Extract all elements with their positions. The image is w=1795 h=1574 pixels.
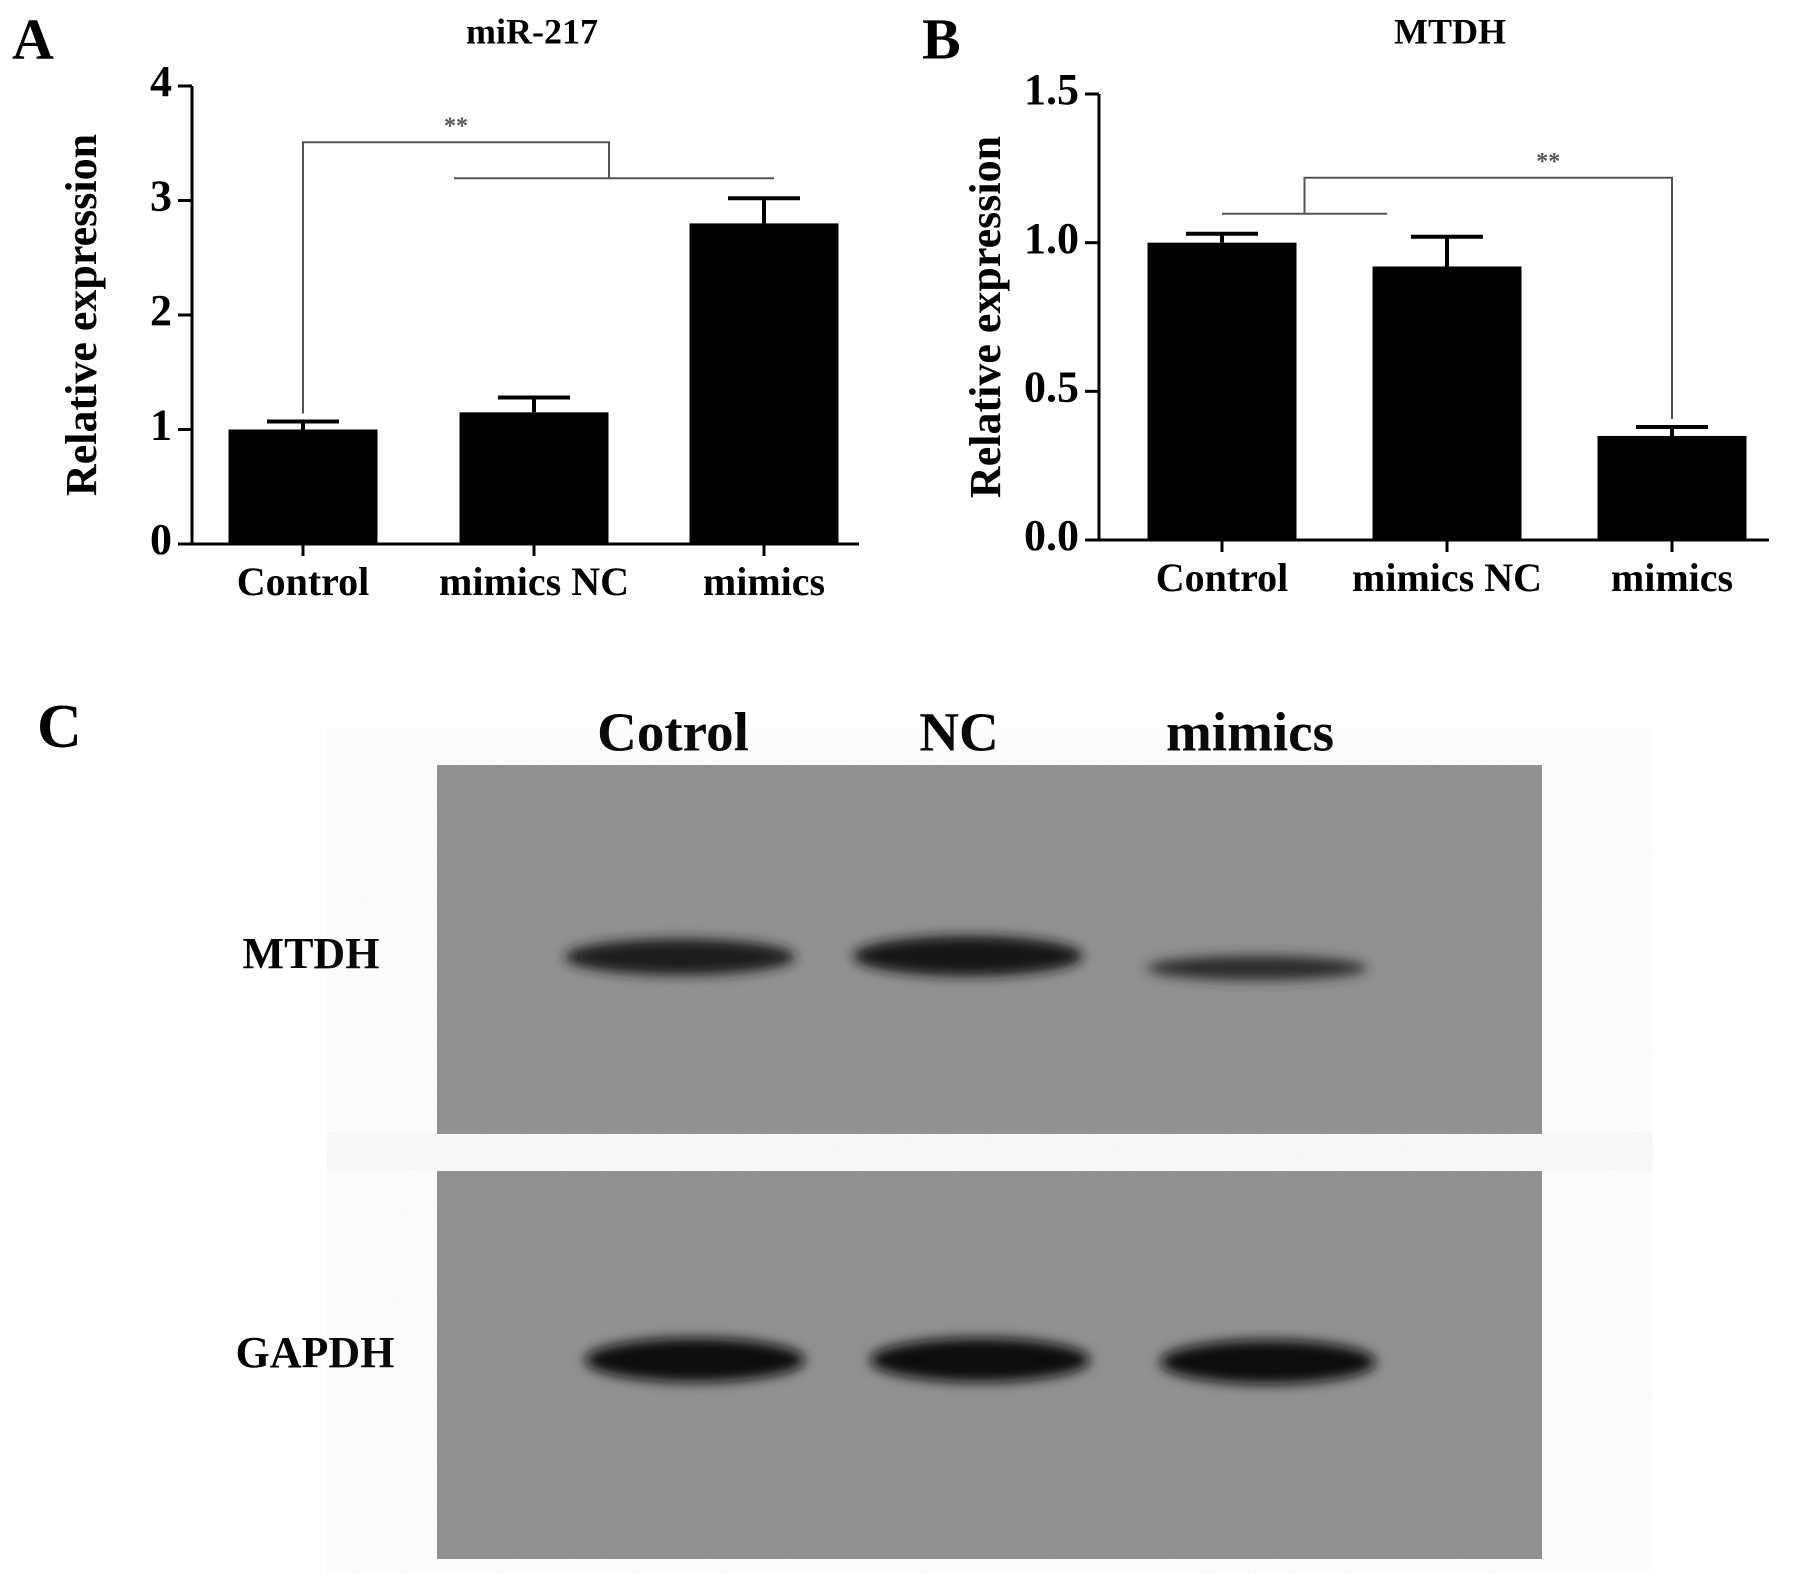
bracket [302, 141, 610, 414]
panel-label: C [37, 693, 82, 761]
lane-label: Cotrol [597, 702, 749, 763]
lane-label: mimics [1166, 702, 1334, 763]
bar [689, 223, 839, 544]
row-label: MTDH [243, 929, 380, 978]
y-tick-label: 0.5 [1024, 362, 1079, 411]
y-tick-label: 0.0 [1024, 511, 1079, 560]
row-label: GAPDH [236, 1328, 395, 1377]
y-tick-label: 0 [150, 515, 172, 564]
bracket [1303, 176, 1673, 420]
chart-title: miR-217 [466, 11, 598, 51]
y-tick-label: 1.5 [1024, 65, 1079, 114]
significance: ** [444, 114, 468, 140]
chart-title: MTDH [1394, 11, 1506, 51]
x-tick-label: Control [237, 559, 370, 604]
y-axis-label: Relative expression [961, 136, 1010, 498]
x-tick-label: mimics [1611, 555, 1733, 600]
bar [1597, 435, 1747, 540]
blot-membrane [437, 1171, 1542, 1559]
x-tick-label: mimics NC [1352, 555, 1542, 600]
y-tick-label: 1.0 [1024, 214, 1079, 263]
blot-membrane [437, 765, 1542, 1134]
y-axis-label: Relative expression [57, 134, 106, 496]
y-tick-label: 4 [150, 57, 172, 106]
x-tick-label: mimics [703, 559, 825, 604]
x-tick-label: mimics NC [439, 559, 629, 604]
x-tick-label: Control [1156, 555, 1289, 600]
bar [459, 412, 609, 544]
bar [1147, 242, 1297, 540]
y-tick-label: 1 [150, 401, 172, 450]
panel-label: A [12, 6, 54, 71]
bar [1372, 266, 1522, 540]
significance: ** [1536, 149, 1560, 175]
bar [228, 429, 378, 544]
lane-label: NC [919, 702, 998, 763]
y-tick-label: 2 [150, 286, 172, 335]
panel-label: B [922, 6, 961, 71]
y-tick-label: 3 [150, 172, 172, 221]
